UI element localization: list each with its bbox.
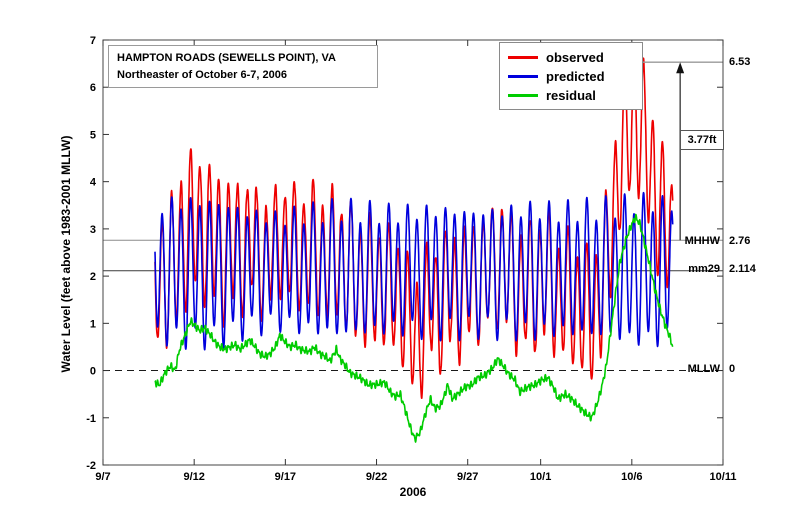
msl-line-label: mm29: [688, 263, 720, 275]
x-axis-label: 2006: [399, 485, 427, 499]
surge-height-annotation: 3.77ft: [680, 130, 724, 150]
msl-line-value: 2.114: [729, 263, 756, 275]
y-tick-label: 2: [90, 271, 96, 283]
x-tick-label: 10/1: [530, 471, 551, 483]
y-tick-label: 4: [90, 177, 97, 189]
x-tick-label: 9/27: [457, 471, 478, 483]
y-tick-label: 7: [90, 35, 96, 47]
legend-item-observed: observed: [508, 48, 634, 67]
y-tick-label: 1: [90, 318, 96, 330]
legend-label-predicted: predicted: [546, 69, 605, 84]
y-tick-label: 6: [90, 82, 96, 94]
legend: observed predicted residual: [499, 42, 643, 110]
residual-line-swatch: [508, 94, 538, 97]
y-tick-label: 0: [90, 366, 96, 378]
legend-item-residual: residual: [508, 86, 634, 105]
legend-label-residual: residual: [546, 88, 596, 103]
predicted-line-swatch: [508, 75, 538, 78]
axis-box: [102, 39, 724, 466]
chart-title: HAMPTON ROADS (SEWELLS POINT), VA: [117, 52, 336, 64]
residual-series-line: [154, 213, 674, 443]
y-tick-label: -1: [86, 413, 96, 425]
x-tick-label: 9/17: [275, 471, 296, 483]
x-tick-label: 9/12: [183, 471, 204, 483]
x-tick-label: 10/6: [621, 471, 642, 483]
x-tick-label: 10/11: [710, 471, 737, 483]
x-tick-label: 9/22: [366, 471, 387, 483]
y-tick-label: -2: [86, 460, 96, 472]
peak-value-annotation: 6.53: [729, 56, 751, 68]
y-tick-label: 5: [90, 129, 96, 141]
surge-arrow-head: [676, 62, 685, 74]
y-tick-label: 3: [90, 224, 96, 236]
chart-subtitle: Northeaster of October 6-7, 2006: [117, 68, 287, 81]
predicted-series-line: [154, 191, 674, 351]
chart-title-box: HAMPTON ROADS (SEWELLS POINT), VA Northe…: [108, 45, 378, 88]
y-axis-label: Water Level (feet above 1983-2001 MLLW): [59, 135, 73, 373]
mhhw-line-label: MHHW: [684, 235, 720, 247]
mhhw-line-value: 2.76: [729, 235, 751, 247]
mllw-line-label: MLLW: [687, 363, 720, 375]
x-tick-label: 9/7: [95, 471, 110, 483]
legend-item-predicted: predicted: [508, 67, 634, 86]
observed-line-swatch: [508, 56, 538, 59]
mllw-line-value: 0: [729, 363, 736, 375]
legend-label-observed: observed: [546, 50, 604, 65]
